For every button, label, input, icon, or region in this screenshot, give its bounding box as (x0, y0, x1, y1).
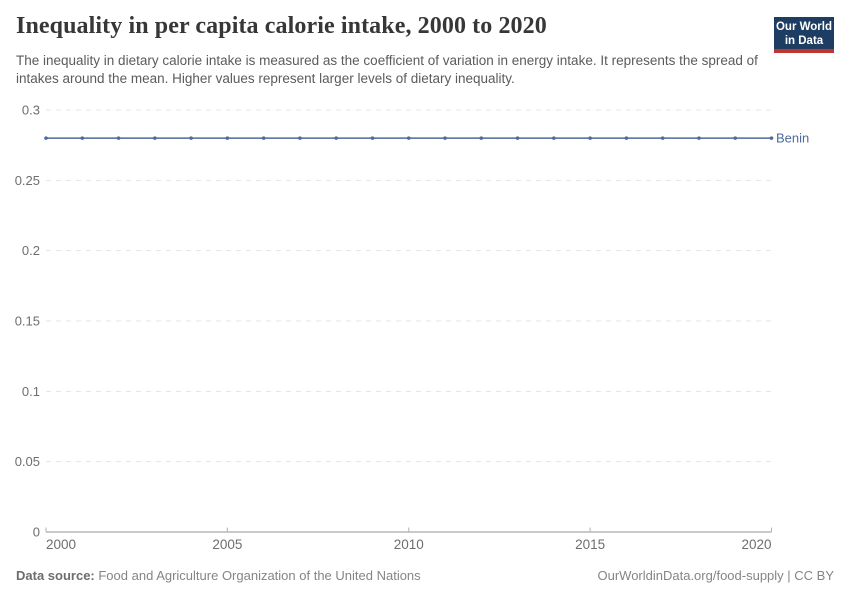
y-tick-label: 0.25 (15, 173, 40, 188)
x-tick-label: 2020 (741, 537, 771, 552)
data-source: Data source: Food and Agriculture Organi… (16, 568, 421, 583)
attribution-link[interactable]: OurWorldinData.org/food-supply | CC BY (597, 568, 834, 583)
data-point (116, 136, 121, 140)
data-source-value: Food and Agriculture Organization of the… (94, 568, 421, 583)
data-point (298, 136, 302, 140)
data-point (515, 136, 520, 140)
data-point (261, 136, 266, 140)
data-point (479, 136, 484, 140)
x-tick-label: 2010 (394, 537, 424, 552)
data-point (588, 136, 592, 140)
chart-subtitle: The inequality in dietary calorie intake… (16, 53, 758, 86)
data-point (153, 136, 157, 140)
data-point (225, 136, 230, 140)
y-tick-label: 0.05 (15, 454, 40, 469)
data-point (697, 136, 701, 140)
data-point (370, 136, 375, 140)
x-tick-label: 2015 (575, 537, 605, 552)
y-tick-label: 0.1 (22, 384, 40, 399)
entity-label[interactable]: Benin (776, 131, 809, 146)
data-point (624, 136, 629, 140)
y-tick-label: 0.15 (15, 314, 40, 329)
chart-footer: Data source: Food and Agriculture Organi… (16, 568, 834, 583)
data-point (406, 136, 411, 140)
owid-logo-line1: Our World (775, 21, 832, 33)
data-point (769, 136, 774, 140)
x-tick-label: 2000 (46, 537, 76, 552)
data-point (80, 136, 85, 140)
data-point (660, 136, 665, 140)
data-point (733, 136, 738, 140)
line-chart: 0 0.05 0.1 0.15 0.2 0.25 0.3 2000 2005 2010 2015 20… (15, 103, 810, 553)
x-tick-label: 2005 (212, 537, 242, 552)
owid-logo[interactable]: Our World in Data (774, 17, 834, 53)
data-point (552, 136, 556, 140)
chart-title: Inequality in per capita calorie intake,… (16, 13, 547, 39)
data-point (443, 136, 447, 140)
data-source-label: Data source: (16, 568, 95, 583)
data-point (44, 136, 48, 140)
y-tick-label: 0.3 (22, 103, 40, 118)
y-tick-label: 0 (33, 525, 40, 540)
data-point (189, 136, 193, 140)
y-tick-label: 0.2 (22, 243, 40, 258)
data-point (334, 136, 339, 140)
owid-logo-line2: in Data (784, 35, 824, 47)
